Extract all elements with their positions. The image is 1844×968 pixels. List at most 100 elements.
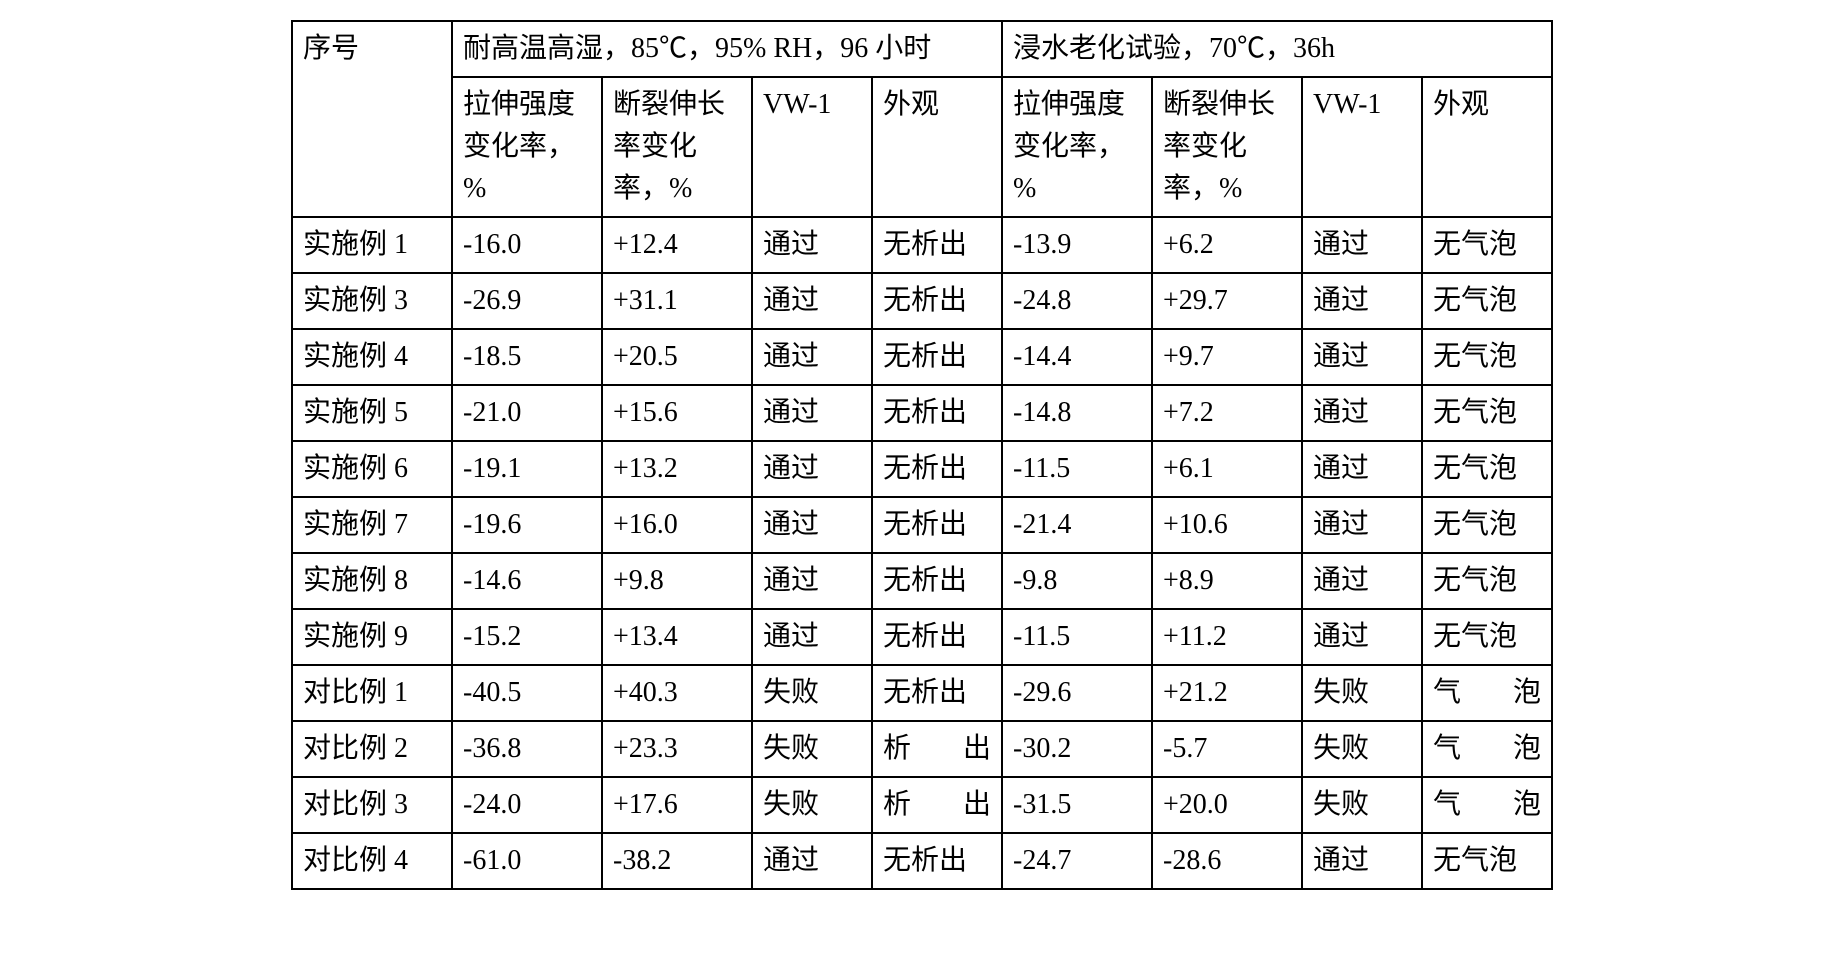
cell-g1-vw1: 通过 xyxy=(752,273,872,329)
cell-g2-vw1: 失败 xyxy=(1302,665,1422,721)
cell-g2-vw1: 失败 xyxy=(1302,777,1422,833)
cell-g1-appearance: 无析出 xyxy=(872,217,1002,273)
cell-g2-vw1: 通过 xyxy=(1302,553,1422,609)
cell-g1-elongation: +17.6 xyxy=(602,777,752,833)
cell-g2-tensile: -24.7 xyxy=(1002,833,1152,889)
cell-g1-vw1: 失败 xyxy=(752,777,872,833)
cell-g2-appearance: 气 泡 xyxy=(1422,721,1552,777)
cell-g1-vw1: 失败 xyxy=(752,665,872,721)
cell-id: 实施例 4 xyxy=(292,329,452,385)
cell-g1-tensile: -61.0 xyxy=(452,833,602,889)
cell-g1-elongation: +31.1 xyxy=(602,273,752,329)
cell-g2-appearance: 无气泡 xyxy=(1422,441,1552,497)
cell-g2-appearance: 无气泡 xyxy=(1422,273,1552,329)
cell-id: 实施例 7 xyxy=(292,497,452,553)
cell-g2-elongation: -5.7 xyxy=(1152,721,1302,777)
cell-id: 实施例 8 xyxy=(292,553,452,609)
cell-g1-appearance: 无析出 xyxy=(872,497,1002,553)
cell-id: 实施例 3 xyxy=(292,273,452,329)
cell-g2-tensile: -11.5 xyxy=(1002,441,1152,497)
cell-id: 实施例 5 xyxy=(292,385,452,441)
cell-g1-appearance: 无析出 xyxy=(872,833,1002,889)
table-row: 实施例 6-19.1+13.2通过无析出-11.5+6.1通过无气泡 xyxy=(292,441,1552,497)
cell-g2-elongation: -28.6 xyxy=(1152,833,1302,889)
header-row-2: 拉伸强度变化率，% 断裂伸长率变化率，% VW-1 外观 拉伸强度变化率，% 断… xyxy=(292,77,1552,217)
table-row: 对比例 1-40.5+40.3失败无析出-29.6+21.2失败气 泡 xyxy=(292,665,1552,721)
cell-id: 对比例 1 xyxy=(292,665,452,721)
cell-g2-elongation: +10.6 xyxy=(1152,497,1302,553)
cell-id: 实施例 1 xyxy=(292,217,452,273)
cell-g2-tensile: -24.8 xyxy=(1002,273,1152,329)
table-row: 对比例 2-36.8+23.3失败析 出-30.2-5.7失败气 泡 xyxy=(292,721,1552,777)
results-table: 序号 耐高温高湿，85℃，95% RH，96 小时 浸水老化试验，70℃，36h… xyxy=(291,20,1553,890)
cell-g1-tensile: -19.1 xyxy=(452,441,602,497)
cell-g1-appearance: 无析出 xyxy=(872,385,1002,441)
cell-g2-appearance: 无气泡 xyxy=(1422,217,1552,273)
cell-g1-tensile: -40.5 xyxy=(452,665,602,721)
cell-g2-vw1: 通过 xyxy=(1302,273,1422,329)
cell-g1-elongation: -38.2 xyxy=(602,833,752,889)
cell-g1-elongation: +16.0 xyxy=(602,497,752,553)
cell-g1-tensile: -14.6 xyxy=(452,553,602,609)
cell-g2-appearance: 气 泡 xyxy=(1422,665,1552,721)
cell-g2-tensile: -11.5 xyxy=(1002,609,1152,665)
cell-id: 对比例 3 xyxy=(292,777,452,833)
cell-g2-vw1: 通过 xyxy=(1302,441,1422,497)
cell-g1-elongation: +15.6 xyxy=(602,385,752,441)
cell-g2-tensile: -13.9 xyxy=(1002,217,1152,273)
cell-g1-elongation: +13.4 xyxy=(602,609,752,665)
table-body: 实施例 1-16.0+12.4通过无析出-13.9+6.2通过无气泡实施例 3-… xyxy=(292,217,1552,889)
cell-g2-tensile: -31.5 xyxy=(1002,777,1152,833)
header-g2-vw1: VW-1 xyxy=(1302,77,1422,217)
header-g1-appearance: 外观 xyxy=(872,77,1002,217)
cell-g1-tensile: -26.9 xyxy=(452,273,602,329)
cell-g2-elongation: +6.1 xyxy=(1152,441,1302,497)
cell-g2-elongation: +20.0 xyxy=(1152,777,1302,833)
cell-g2-tensile: -9.8 xyxy=(1002,553,1152,609)
cell-g1-appearance: 无析出 xyxy=(872,609,1002,665)
cell-g1-vw1: 通过 xyxy=(752,553,872,609)
cell-g1-elongation: +40.3 xyxy=(602,665,752,721)
table-row: 实施例 1-16.0+12.4通过无析出-13.9+6.2通过无气泡 xyxy=(292,217,1552,273)
header-g2-appearance: 外观 xyxy=(1422,77,1552,217)
header-g1-tensile: 拉伸强度变化率，% xyxy=(452,77,602,217)
cell-g1-tensile: -15.2 xyxy=(452,609,602,665)
cell-g2-vw1: 通过 xyxy=(1302,609,1422,665)
cell-g1-vw1: 通过 xyxy=(752,441,872,497)
cell-g1-elongation: +12.4 xyxy=(602,217,752,273)
cell-g1-appearance: 无析出 xyxy=(872,441,1002,497)
cell-g2-vw1: 失败 xyxy=(1302,721,1422,777)
cell-g2-appearance: 无气泡 xyxy=(1422,833,1552,889)
cell-g2-vw1: 通过 xyxy=(1302,497,1422,553)
cell-g2-elongation: +29.7 xyxy=(1152,273,1302,329)
cell-g2-appearance: 无气泡 xyxy=(1422,385,1552,441)
cell-g2-appearance: 无气泡 xyxy=(1422,329,1552,385)
cell-g1-appearance: 无析出 xyxy=(872,273,1002,329)
header-g2-elongation: 断裂伸长率变化率，% xyxy=(1152,77,1302,217)
cell-g2-elongation: +21.2 xyxy=(1152,665,1302,721)
cell-g1-appearance: 无析出 xyxy=(872,329,1002,385)
cell-g1-vw1: 失败 xyxy=(752,721,872,777)
cell-g2-tensile: -14.8 xyxy=(1002,385,1152,441)
cell-g2-vw1: 通过 xyxy=(1302,329,1422,385)
cell-g2-vw1: 通过 xyxy=(1302,217,1422,273)
cell-g1-appearance: 无析出 xyxy=(872,553,1002,609)
table-row: 实施例 8-14.6+9.8通过无析出-9.8+8.9通过无气泡 xyxy=(292,553,1552,609)
cell-g1-elongation: +9.8 xyxy=(602,553,752,609)
cell-g1-vw1: 通过 xyxy=(752,497,872,553)
cell-g1-tensile: -24.0 xyxy=(452,777,602,833)
cell-g1-tensile: -21.0 xyxy=(452,385,602,441)
cell-g2-appearance: 无气泡 xyxy=(1422,553,1552,609)
header-row-1: 序号 耐高温高湿，85℃，95% RH，96 小时 浸水老化试验，70℃，36h xyxy=(292,21,1552,77)
cell-g2-elongation: +8.9 xyxy=(1152,553,1302,609)
table-row: 实施例 4-18.5+20.5通过无析出-14.4+9.7通过无气泡 xyxy=(292,329,1552,385)
cell-g1-appearance: 析 出 xyxy=(872,777,1002,833)
header-group-1: 耐高温高湿，85℃，95% RH，96 小时 xyxy=(452,21,1002,77)
cell-g1-tensile: -16.0 xyxy=(452,217,602,273)
table-row: 对比例 4-61.0-38.2通过无析出-24.7-28.6通过无气泡 xyxy=(292,833,1552,889)
cell-id: 对比例 4 xyxy=(292,833,452,889)
cell-g1-vw1: 通过 xyxy=(752,609,872,665)
cell-g2-appearance: 无气泡 xyxy=(1422,497,1552,553)
cell-g1-vw1: 通过 xyxy=(752,217,872,273)
cell-g2-tensile: -21.4 xyxy=(1002,497,1152,553)
